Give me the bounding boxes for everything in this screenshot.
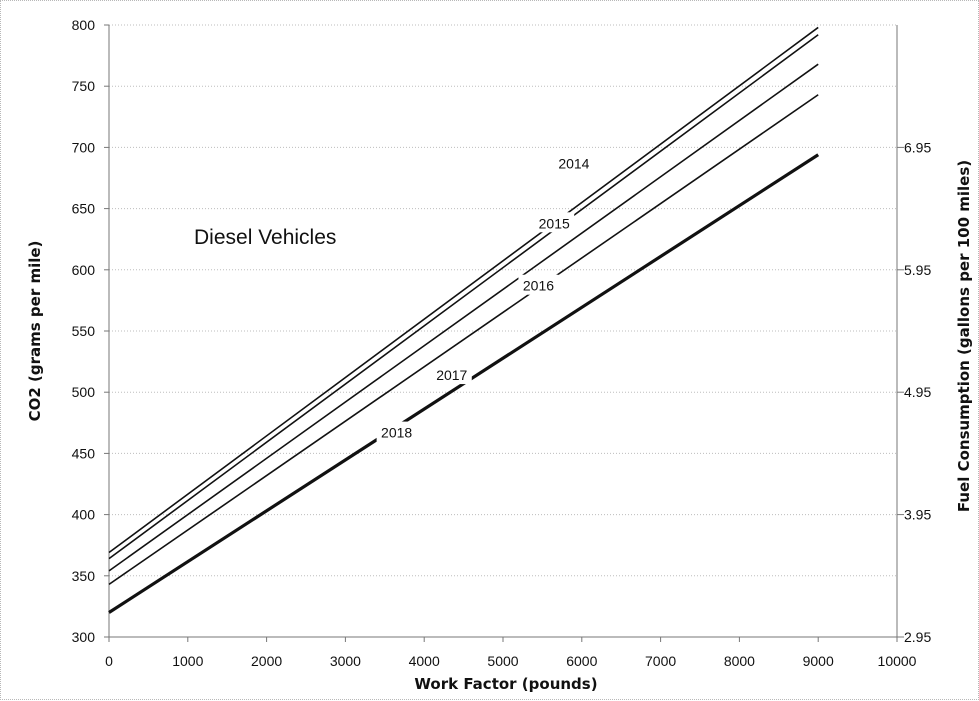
x-tick-label: 7000 [645, 653, 676, 669]
series-label-2017: 2017 [436, 367, 467, 383]
x-tick-label: 5000 [487, 653, 518, 669]
right-y-tick-label: 4.95 [904, 384, 931, 400]
x-tick-label: 4000 [409, 653, 440, 669]
left-y-tick-label: 500 [72, 384, 96, 400]
right-y-tick-label: 5.95 [904, 262, 931, 278]
right-y-tick-label: 3.95 [904, 507, 931, 523]
x-axis-title: Work Factor (pounds) [414, 675, 597, 693]
left-y-tick-label: 450 [72, 445, 96, 461]
x-tick-label: 8000 [724, 653, 755, 669]
series-label-background-2016 [518, 274, 559, 295]
right-y-tick-label: 2.95 [904, 629, 931, 645]
series-label-2015: 2015 [539, 215, 570, 231]
left-y-tick-label: 700 [72, 139, 96, 155]
right-y-tick-label: 6.95 [904, 139, 931, 155]
x-tick-label: 10000 [878, 653, 917, 669]
series-label-background-2017 [431, 364, 472, 385]
secondary-y-axis-title: Fuel Consumption (gallons per 100 miles) [955, 160, 973, 512]
series-line-2017 [108, 94, 819, 586]
series-labels: 2014 2015 2016 2017 2018 [376, 152, 594, 442]
left-y-tick-label: 300 [72, 629, 96, 645]
series-label-background-2018 [376, 421, 417, 442]
x-tick-label: 3000 [330, 653, 361, 669]
gridlines [109, 24, 897, 638]
series-label-background-2014 [553, 152, 594, 173]
left-y-tick-label: 400 [72, 507, 96, 523]
x-tick-label: 9000 [803, 653, 834, 669]
left-y-tick-label: 650 [72, 201, 96, 217]
x-tick-label: 0 [105, 653, 113, 669]
chart-annotation: Diesel Vehicles [194, 226, 336, 249]
series-line-2015 [108, 34, 819, 560]
left-y-tick-label: 550 [72, 323, 96, 339]
y-axis-title: CO2 (grams per mile) [26, 241, 44, 422]
series-label-background-2015 [534, 212, 575, 233]
x-tick-label: 6000 [566, 653, 597, 669]
series-line-2014 [108, 26, 819, 554]
left-y-tick-label: 800 [72, 17, 96, 33]
x-tick-label: 2000 [251, 653, 282, 669]
left-y-tick-label: 600 [72, 262, 96, 278]
series-line-2016 [108, 63, 819, 572]
series-label-2014: 2014 [558, 155, 589, 171]
series-label-2018: 2018 [381, 425, 412, 441]
x-tick-label: 1000 [172, 653, 203, 669]
left-y-tick-label: 750 [72, 78, 96, 94]
series-lines [108, 26, 820, 614]
left-y-tick-label: 350 [72, 568, 96, 584]
series-label-2016: 2016 [523, 278, 554, 294]
